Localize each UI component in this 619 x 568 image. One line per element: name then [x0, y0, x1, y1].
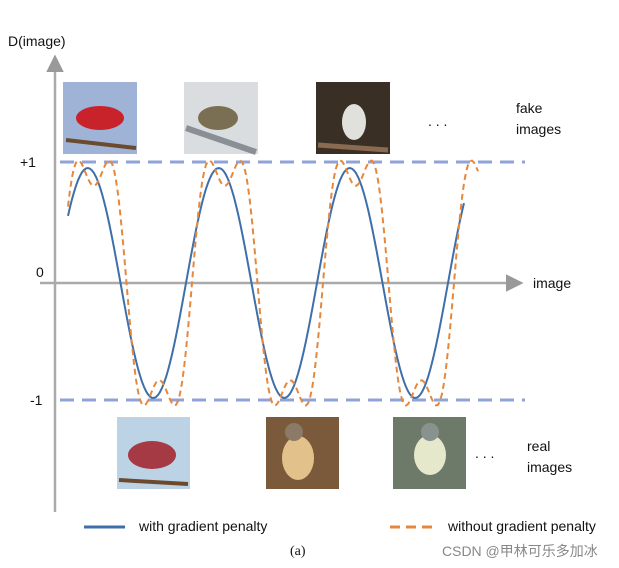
fake-image — [184, 82, 258, 155]
ellipsis: . . . — [428, 113, 447, 129]
annotation: images — [527, 459, 572, 475]
y-label: D(image) — [8, 33, 66, 49]
x-label: image — [533, 275, 571, 291]
annotation: real — [527, 438, 550, 454]
tick-label: -1 — [30, 392, 43, 408]
tick-label: +1 — [20, 154, 36, 170]
legend-label: without gradient penalty — [447, 518, 596, 534]
curve-without-penalty — [67, 159, 479, 407]
real-image — [393, 417, 466, 489]
real-image — [266, 417, 339, 489]
real-image — [117, 417, 190, 489]
fake-image — [63, 82, 137, 154]
watermark: CSDN @甲林可乐多加冰 — [442, 543, 598, 559]
tick-label: 0 — [36, 264, 44, 280]
caption: (a) — [290, 544, 306, 559]
legend-label: with gradient penalty — [138, 518, 267, 534]
annotation: images — [516, 121, 561, 137]
ellipsis: . . . — [475, 445, 494, 461]
fake-image — [316, 82, 390, 154]
curve-with-penalty — [67, 166, 465, 400]
annotation: fake — [516, 100, 543, 116]
